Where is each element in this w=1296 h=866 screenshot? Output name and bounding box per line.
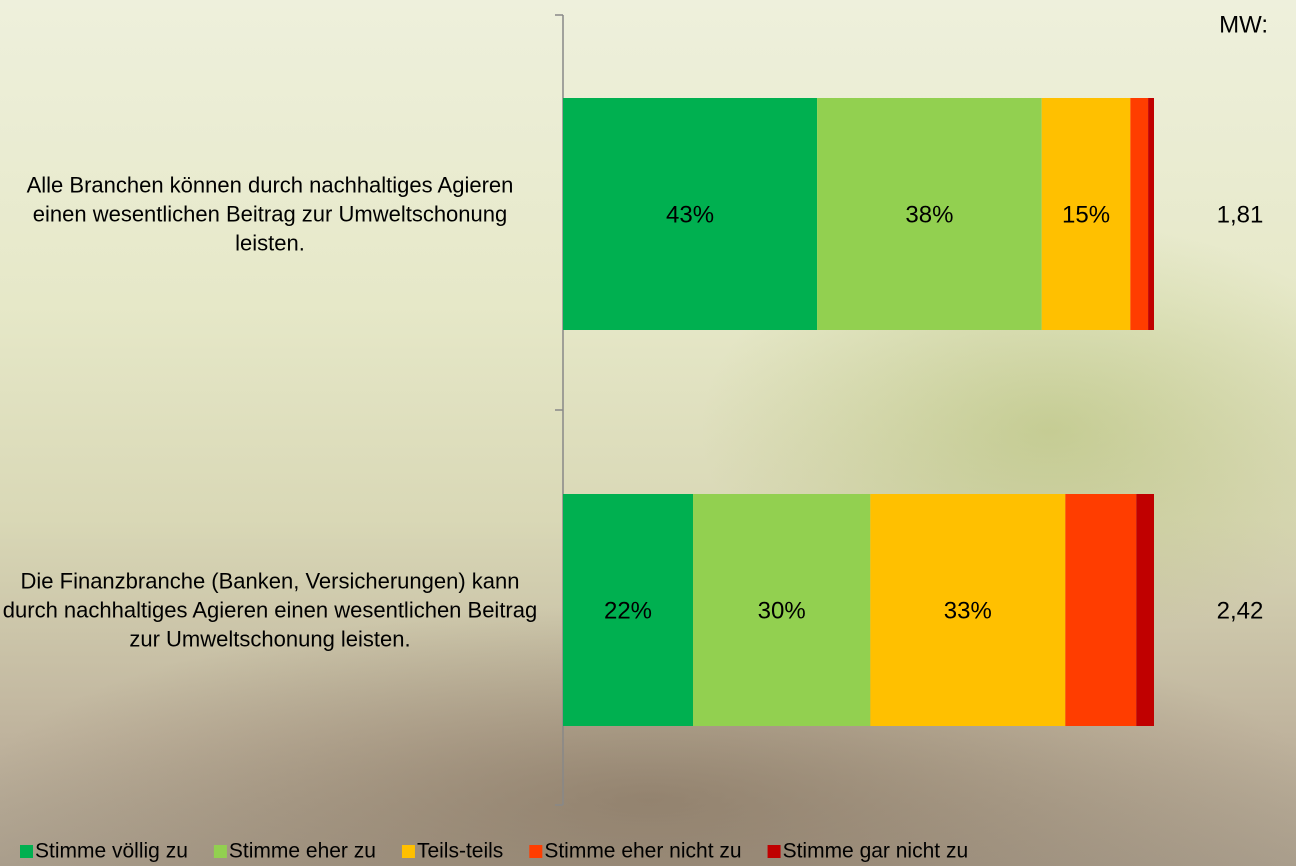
means-title: MW: bbox=[1219, 11, 1268, 38]
value-label: 38% bbox=[905, 201, 953, 228]
legend-label: Stimme eher nicht zu bbox=[544, 840, 741, 863]
legend-swatch bbox=[20, 845, 33, 858]
legend-swatch bbox=[768, 845, 781, 858]
value-label: 22% bbox=[604, 597, 652, 624]
legend-swatch bbox=[402, 845, 415, 858]
value-label: 33% bbox=[944, 597, 992, 624]
value-label: 43% bbox=[666, 201, 714, 228]
legend-label: Stimme eher zu bbox=[229, 840, 376, 863]
value-label: 15% bbox=[1062, 201, 1110, 228]
page: {"chart_data": {"type": "stacked-bar-hor… bbox=[0, 0, 1296, 866]
legend: Stimme völlig zu Stimme eher zu Teils-teil… bbox=[20, 840, 968, 863]
legend-label: Stimme gar nicht zu bbox=[783, 840, 969, 863]
chart: MW: 43% 38% 15% 1,81 22% 30% 33% 2,42 Stimme völ… bbox=[0, 0, 1296, 866]
legend-swatch bbox=[214, 845, 227, 858]
legend-label: Stimme völlig zu bbox=[35, 840, 188, 863]
mean-value: 1,81 bbox=[1217, 201, 1264, 228]
legend-swatch bbox=[529, 845, 542, 858]
bar-segment bbox=[1130, 98, 1148, 330]
bar-segment bbox=[1148, 98, 1154, 330]
category-label: Alle Branchen können durch nachhaltiges … bbox=[0, 171, 540, 258]
category-label: Die Finanzbranche (Banken, Versicherunge… bbox=[0, 567, 540, 654]
bar-segment bbox=[1065, 494, 1136, 726]
value-label: 30% bbox=[758, 597, 806, 624]
legend-label: Teils-teils bbox=[417, 840, 503, 863]
mean-value: 2,42 bbox=[1217, 597, 1264, 624]
bar-segment bbox=[1136, 494, 1154, 726]
